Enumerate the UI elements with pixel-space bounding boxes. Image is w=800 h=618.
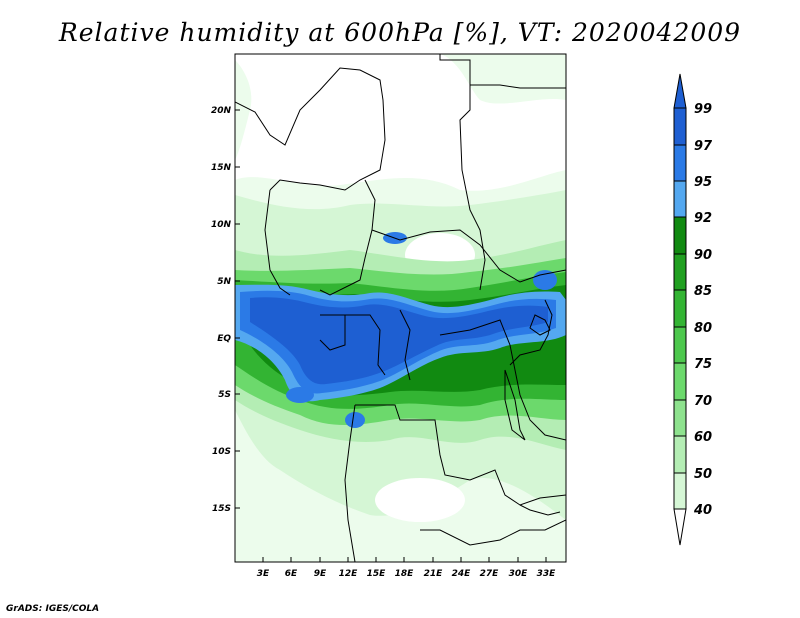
lon-tick-label: 27E: [480, 569, 500, 579]
country-borders: [235, 54, 566, 562]
border-line: [320, 314, 386, 376]
border-line: [420, 519, 566, 546]
border-line: [439, 319, 566, 441]
moist-patch-4: [286, 387, 314, 403]
lon-tick-label: 9E: [314, 569, 327, 579]
lon-tick-label: 21E: [424, 569, 444, 579]
colorbar-label: 99: [694, 102, 712, 117]
colorbar-label: 95: [694, 175, 712, 190]
border-line: [319, 315, 346, 351]
colorbar-label: 60: [694, 430, 712, 445]
lat-tick-label: 20N: [211, 106, 232, 116]
lat-tick-label: 5N: [217, 277, 231, 287]
border-line: [344, 404, 356, 562]
map-frame: [234, 53, 567, 563]
colorbar-segment: [673, 289, 687, 328]
lon-tick-label: 6E: [285, 569, 298, 579]
border-line: [235, 67, 386, 191]
colorbar-segment: [673, 326, 687, 364]
colorbar-segment: [673, 253, 687, 291]
colorbar-label: 70: [694, 394, 712, 409]
moist-patch-3: [345, 412, 365, 428]
border-line: [371, 229, 566, 283]
humidity-zone-40-north: [235, 60, 252, 160]
colorbar-label: 75: [694, 357, 712, 372]
lat-tick-label: 15S: [212, 504, 231, 514]
lat-axis: 20N 15N 10N 5N EQ 5S 10S 15S: [211, 106, 240, 514]
dry-area-sw: [270, 490, 330, 550]
colorbar-segment: [673, 472, 687, 510]
lon-tick-label: 18E: [395, 569, 415, 579]
border-line: [355, 404, 566, 506]
colorbar-top-arrow: [673, 73, 687, 109]
lon-tick-label: 30E: [509, 569, 529, 579]
lat-tick-label: 5S: [218, 390, 231, 400]
border-line: [264, 189, 291, 296]
humidity-zone-99: [250, 297, 548, 385]
credit-text: GrADS: IGES/COLA: [6, 604, 100, 614]
border-line: [319, 179, 376, 296]
colorbar-segment: [673, 216, 687, 255]
lat-tick-label: EQ: [217, 334, 231, 344]
border-line: [519, 504, 561, 516]
map-title: Relative humidity at 600hPa [%], VT: 202…: [58, 18, 742, 47]
colorbar-label: 80: [694, 321, 712, 336]
colorbar-label: 40: [693, 503, 712, 518]
dry-area-south: [375, 478, 465, 522]
colorbar-segment: [673, 399, 687, 437]
colorbar-label: 85: [694, 284, 712, 299]
lat-tick-label: 10S: [212, 447, 231, 457]
border-line: [509, 299, 553, 366]
colorbar-label: 92: [694, 211, 712, 226]
colorbar-segment: [673, 362, 687, 401]
border-line: [439, 54, 486, 291]
colorbar-label: 97: [694, 139, 713, 154]
lon-tick-label: 12E: [339, 569, 359, 579]
lake-outline: [504, 369, 526, 441]
colorbar-segment: [673, 107, 687, 146]
lake-outline: [529, 314, 551, 336]
colorbar-segment: [673, 180, 687, 218]
humidity-zone-40-ne: [440, 54, 566, 104]
colorbar-label: 90: [694, 248, 712, 263]
colorbar: 99 97 95 92 90 85 80 75 70 60 50 40: [673, 73, 713, 546]
humidity-field: [235, 54, 566, 562]
colorbar-bottom-arrow: [673, 508, 687, 546]
lon-tick-label: 3E: [257, 569, 270, 579]
colorbar-label: 50: [694, 467, 712, 482]
lon-axis: 3E 6E 9E 12E 15E 18E 21E 24E 27E 30E 33E: [257, 557, 556, 579]
lon-tick-label: 15E: [367, 569, 387, 579]
lat-tick-label: 15N: [211, 163, 232, 173]
lon-tick-label: 33E: [537, 569, 557, 579]
lat-tick-label: 10N: [211, 220, 232, 230]
colorbar-segment: [673, 435, 687, 474]
moist-patch-2: [533, 270, 557, 290]
border-line: [470, 84, 566, 89]
colorbar-segment: [673, 144, 687, 182]
lon-tick-label: 24E: [452, 569, 472, 579]
border-line: [399, 309, 411, 381]
